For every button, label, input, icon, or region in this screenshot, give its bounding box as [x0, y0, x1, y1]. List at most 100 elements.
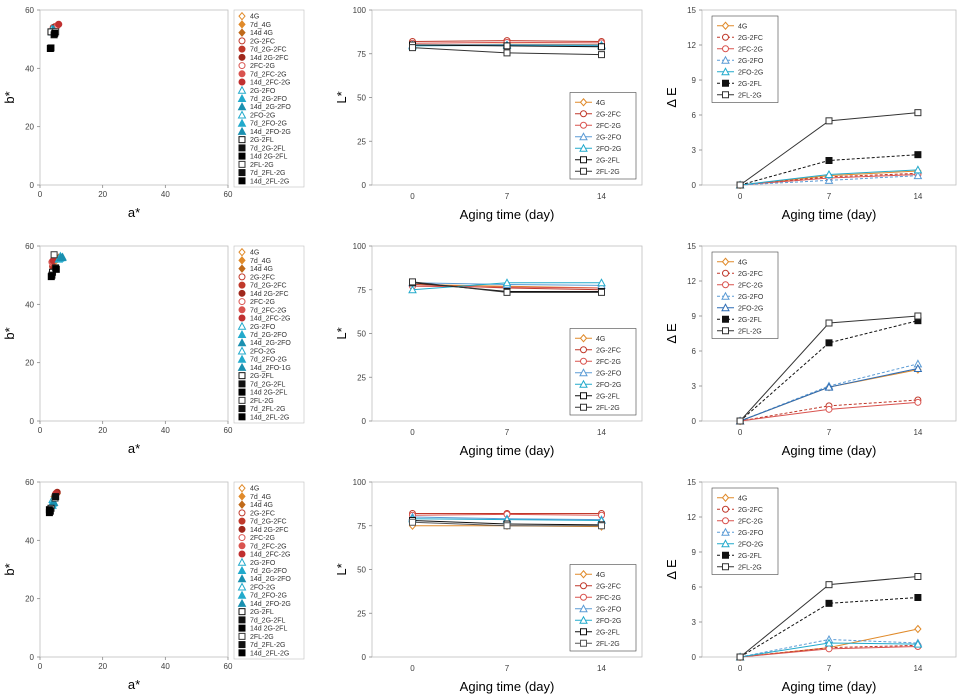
- data-point: [825, 319, 833, 327]
- legend-marker: [238, 28, 246, 37]
- y-tick-label: 0: [30, 417, 35, 426]
- legend: [711, 251, 779, 339]
- legend-label: 7d_2FL-2G: [250, 642, 285, 649]
- y-tick-label: 0: [692, 653, 697, 662]
- legend-marker: [238, 289, 246, 297]
- x-tick-label: 0: [38, 662, 43, 671]
- data-point: [503, 49, 511, 57]
- legend-label: 2FO-2G: [250, 112, 275, 119]
- legend-label: 14d_2FL-2G: [250, 650, 289, 657]
- legend-label: 14d 4G: [250, 30, 273, 37]
- legend-label: 2G-2FO: [250, 88, 276, 95]
- legend-label: 7d_2G-2FO: [250, 568, 288, 575]
- data-point: [502, 278, 512, 287]
- legend-label: 7d_2FO-2G: [250, 593, 287, 600]
- y-tick-label: 0: [692, 181, 697, 190]
- legend-marker: [238, 298, 246, 306]
- y-tick-label: 25: [357, 609, 366, 618]
- legend-label: 2G-2FC: [738, 271, 763, 278]
- x-tick-label: 14: [913, 192, 922, 201]
- legend-label: 2FL-2G: [250, 162, 274, 169]
- legend-marker: [238, 78, 246, 86]
- y-tick-label: 12: [687, 277, 696, 286]
- y-tick-label: 75: [357, 286, 366, 295]
- legend-label: 4G: [738, 259, 747, 266]
- data-point: [51, 29, 59, 37]
- legend-marker: [237, 346, 247, 355]
- legend-label: 7d_2G-2FC: [250, 283, 287, 290]
- legend-label: 14d_2FC-2G: [250, 80, 290, 87]
- data-point: [825, 599, 833, 607]
- data-point: [736, 181, 744, 189]
- y-axis-label: b*: [2, 563, 17, 575]
- chart-r2_L: 0 25 50 75 100 0 7 14 Aging time (day) L* 4G 2G-2FC…: [334, 242, 643, 458]
- legend-marker: [721, 303, 730, 312]
- data-point: [56, 253, 66, 262]
- legend-label: 7d_4G: [250, 494, 271, 501]
- legend-marker: [238, 616, 246, 624]
- legend-label: 4G: [596, 572, 605, 579]
- legend-marker: [579, 569, 588, 579]
- legend-label: 7d_2G-2FO: [250, 96, 288, 103]
- legend-marker: [238, 413, 246, 421]
- y-axis-label: b*: [2, 327, 17, 339]
- legend-marker: [237, 102, 247, 111]
- legend-label: 2G-2FO: [738, 530, 764, 537]
- legend-marker: [580, 628, 587, 636]
- legend: [233, 245, 305, 424]
- legend-marker: [238, 281, 246, 289]
- data-point: [598, 51, 605, 59]
- legend-marker: [238, 641, 246, 649]
- x-tick-label: 7: [827, 428, 832, 437]
- legend-marker: [237, 582, 247, 591]
- y-tick-label: 50: [357, 94, 366, 103]
- x-tick-label: 0: [38, 190, 43, 199]
- legend-label: 7d_2FC-2G: [250, 71, 287, 78]
- legend-marker: [237, 565, 247, 574]
- legend-label: 4G: [250, 14, 259, 21]
- y-tick-label: 6: [692, 583, 697, 592]
- series-line: [739, 369, 918, 422]
- legend-marker: [579, 379, 588, 388]
- y-tick-label: 9: [692, 76, 697, 85]
- x-axis-label: a*: [128, 677, 140, 692]
- legend-label: 7d_2FO-2G: [250, 121, 287, 128]
- data-point: [503, 42, 511, 50]
- y-tick-label: 40: [25, 536, 34, 545]
- legend-marker: [238, 632, 246, 640]
- y-tick-label: 40: [25, 300, 34, 309]
- legend-marker: [238, 388, 246, 396]
- chart-r2_dE: 0 3 6 9 12 15 0 7 14 Aging time (day) Δ E 4G 2G-2FC 2…: [664, 242, 957, 458]
- data-point: [598, 43, 605, 51]
- legend-marker: [238, 160, 246, 168]
- legend-marker: [237, 118, 247, 127]
- legend-marker: [238, 62, 246, 70]
- legend-marker: [238, 306, 246, 314]
- legend-label: 7d_4G: [250, 22, 271, 29]
- data-point: [409, 278, 416, 286]
- y-tick-label: 60: [25, 242, 34, 251]
- legend-marker: [238, 256, 246, 265]
- y-tick-label: 25: [357, 137, 366, 146]
- legend-marker: [237, 329, 247, 338]
- data-point: [824, 382, 834, 391]
- legend-marker: [237, 362, 247, 371]
- legend-marker: [721, 55, 730, 64]
- x-tick-label: 14: [597, 192, 606, 201]
- legend: [233, 481, 305, 660]
- legend-marker: [238, 53, 246, 61]
- legend-marker: [721, 257, 730, 267]
- chart-r3_dE: 0 3 6 9 12 15 0 7 14 Aging time (day) Δ E 4G 2G-2FC 2…: [664, 478, 957, 694]
- y-tick-label: 0: [362, 417, 367, 426]
- x-tick-label: 0: [738, 428, 743, 437]
- legend-marker: [579, 615, 588, 624]
- legend-marker: [238, 483, 246, 493]
- data-point: [409, 518, 416, 526]
- x-axis-label: a*: [128, 205, 140, 220]
- y-tick-label: 3: [692, 146, 697, 155]
- legend-label: 2FC-2G: [250, 299, 275, 306]
- legend-marker: [580, 593, 587, 601]
- legend-label: 14d_2FO-2G: [250, 601, 291, 608]
- y-tick-label: 0: [362, 653, 367, 662]
- legend-label: 7d_2G-2FL: [250, 617, 286, 624]
